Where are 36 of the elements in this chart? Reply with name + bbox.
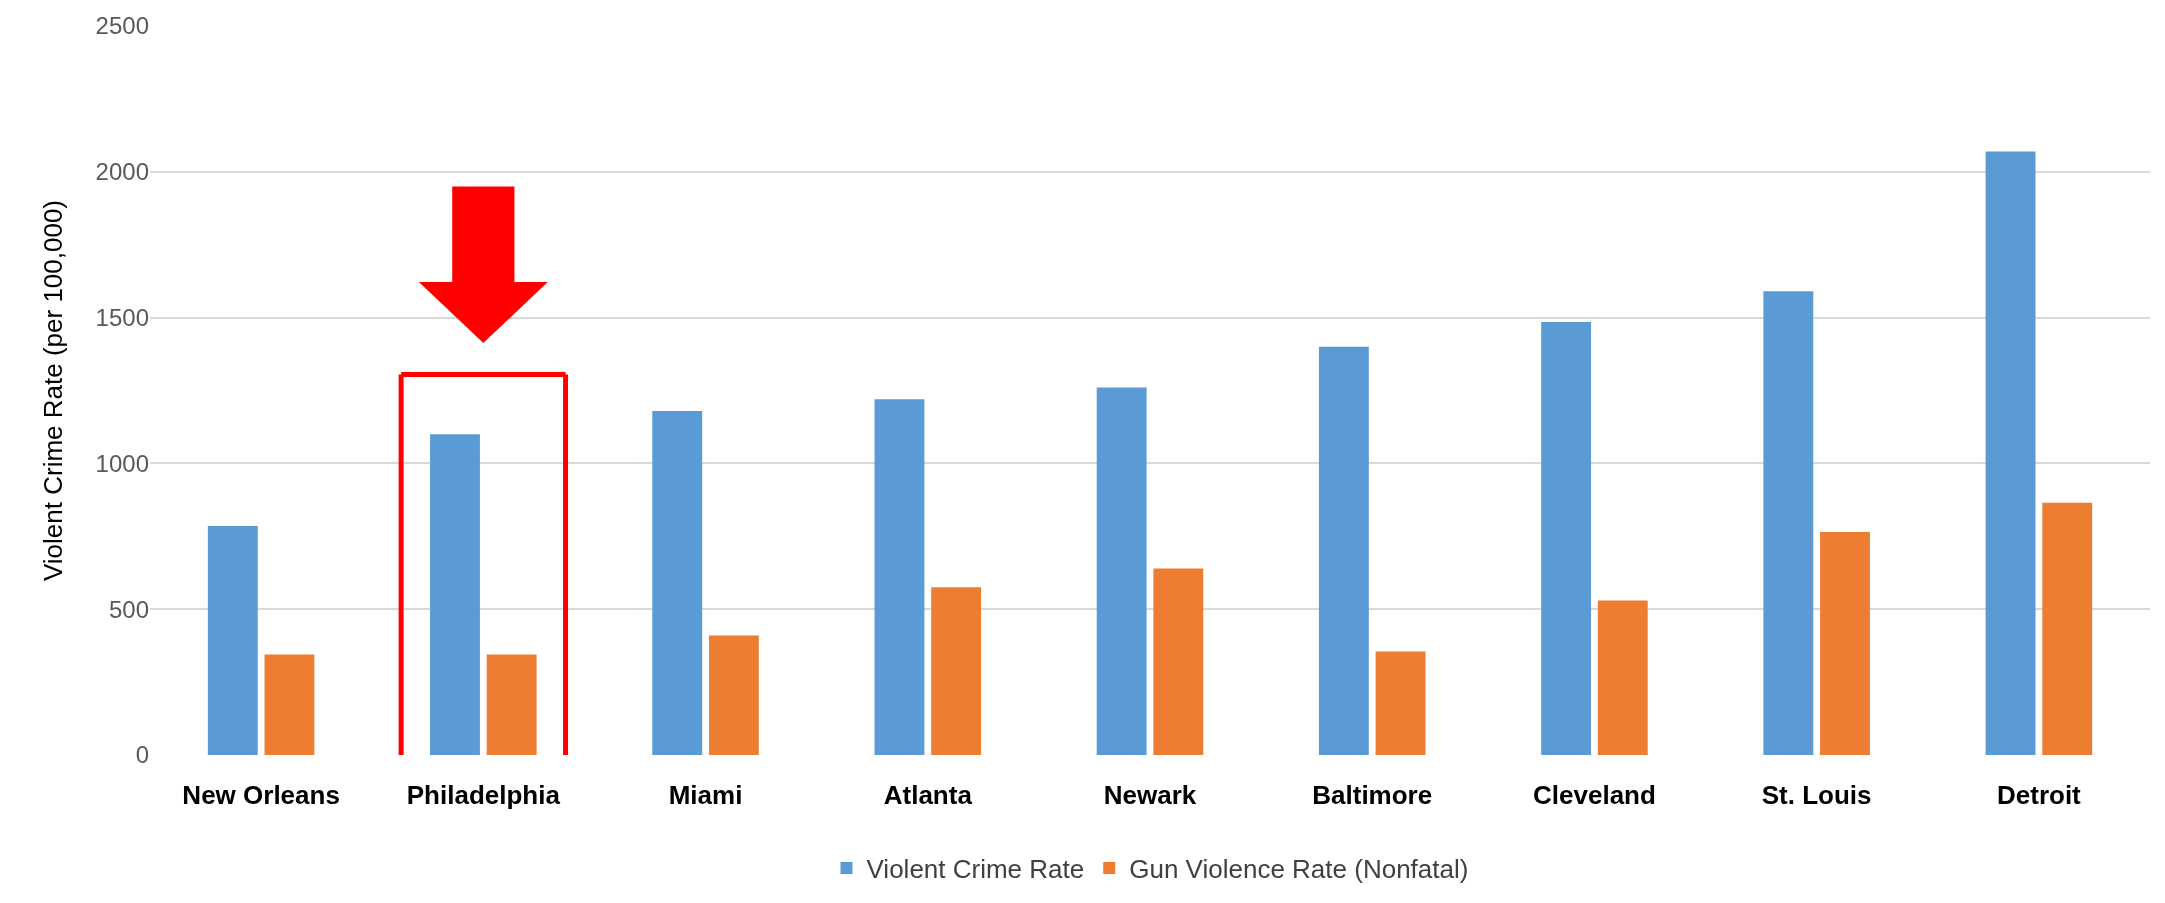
bar xyxy=(264,654,315,755)
bar xyxy=(430,434,480,755)
y-tick-label: 1500 xyxy=(95,304,149,331)
y-tick-label: 2000 xyxy=(95,158,149,186)
bar xyxy=(1096,387,1147,755)
x-tick-label: New Orleans xyxy=(182,780,340,810)
x-tick-label: Miami xyxy=(668,780,743,810)
x-tick-label: St. Louis xyxy=(1761,780,1872,810)
bar xyxy=(1597,600,1648,755)
y-tick-label: 2500 xyxy=(95,12,149,40)
y-tick-label: 0 xyxy=(135,741,149,769)
bar xyxy=(874,399,925,755)
x-tick-label: Detroit xyxy=(1997,780,2082,810)
bar xyxy=(207,526,258,755)
x-tick-label: Philadelphia xyxy=(406,780,561,810)
x-tick-label: Atlanta xyxy=(883,780,973,810)
bar xyxy=(1318,346,1369,755)
legend-label: Violent Crime Rate xyxy=(866,854,1085,885)
bar xyxy=(2042,502,2093,755)
x-tick-label: Cleveland xyxy=(1533,780,1656,810)
legend-label: Gun Violence Rate (Nonfatal) xyxy=(1129,854,1469,885)
bar xyxy=(1985,151,2036,755)
bar xyxy=(486,654,537,755)
bar xyxy=(1763,291,1814,755)
bar xyxy=(1541,321,1592,755)
y-tick-label: 1000 xyxy=(95,449,149,477)
x-tick-label: Newark xyxy=(1103,780,1197,810)
bar xyxy=(1375,651,1426,755)
bar xyxy=(652,410,703,755)
y-axis-title: Violent Crime Rate (per 100,000) xyxy=(38,199,69,582)
bar xyxy=(931,587,982,755)
bar xyxy=(1820,531,1870,755)
bar xyxy=(1153,568,1204,755)
x-tick-label: Baltimore xyxy=(1312,780,1433,810)
y-tick-label: 500 xyxy=(108,595,149,623)
bar xyxy=(708,635,759,755)
